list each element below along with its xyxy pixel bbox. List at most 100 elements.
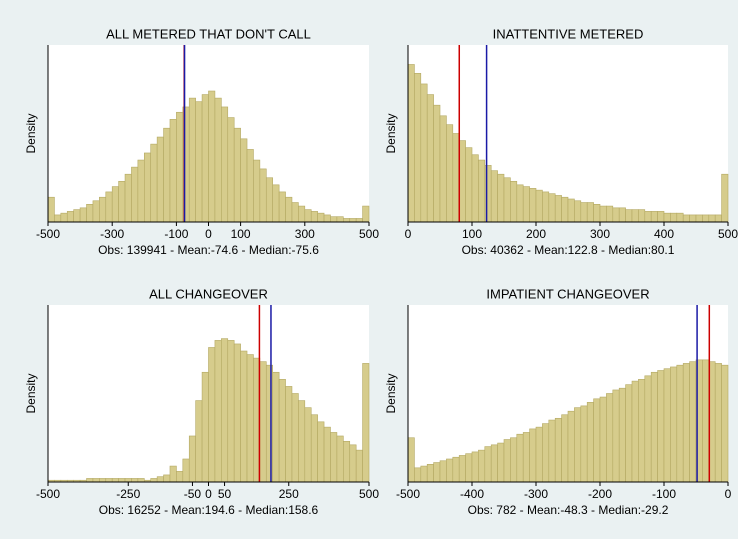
x-tick-label: 250 — [279, 487, 299, 501]
bar — [529, 188, 537, 223]
bar — [426, 463, 434, 483]
x-tick-label: 500 — [359, 487, 379, 501]
bar — [349, 444, 357, 483]
bar — [278, 191, 286, 223]
bar — [535, 189, 543, 223]
bar — [233, 343, 241, 483]
bar — [542, 191, 550, 223]
bar — [92, 200, 100, 223]
bar — [484, 446, 492, 483]
bar — [137, 159, 145, 223]
bar — [484, 165, 492, 223]
bar — [310, 211, 318, 223]
bar — [304, 209, 312, 223]
bar — [285, 386, 293, 483]
bar — [336, 216, 344, 223]
bar — [510, 437, 518, 483]
bar — [304, 407, 312, 483]
bar — [298, 205, 306, 223]
bar — [317, 212, 325, 223]
bar — [259, 361, 267, 483]
bar — [105, 478, 113, 483]
bar — [323, 426, 331, 483]
bar — [407, 437, 415, 483]
x-tick-label: -100 — [652, 487, 676, 501]
bar — [439, 115, 447, 223]
bar — [516, 433, 524, 483]
bar — [548, 193, 556, 223]
bar — [689, 361, 697, 483]
bar — [240, 138, 248, 223]
bar — [163, 474, 171, 483]
bar — [355, 449, 363, 483]
bar — [612, 207, 620, 223]
panel-title: ALL METERED THAT DON'T CALL — [106, 26, 311, 41]
bar — [510, 180, 518, 223]
bar — [272, 371, 280, 483]
bar — [227, 340, 235, 483]
bar — [362, 205, 370, 223]
bar — [625, 384, 633, 483]
bar — [458, 455, 466, 483]
bar — [497, 173, 505, 223]
bar — [426, 94, 434, 223]
x-tick-label: -50 — [184, 487, 202, 501]
panel-note: Obs: 40362 - Mean:122.8 - Median:80.1 — [462, 243, 675, 257]
bar — [606, 393, 614, 483]
bar — [522, 432, 530, 483]
bar — [420, 83, 428, 223]
panel-note: Obs: 782 - Mean:-48.3 - Median:-29.2 — [468, 503, 669, 517]
x-tick-label: 0 — [405, 227, 412, 241]
x-tick-label: 300 — [295, 227, 315, 241]
bar — [458, 140, 466, 223]
bar — [650, 211, 658, 223]
bar — [465, 147, 473, 223]
bar — [208, 347, 216, 483]
bar — [99, 196, 107, 223]
bar — [638, 209, 646, 223]
bar — [471, 451, 479, 483]
bar — [638, 379, 646, 483]
bar — [310, 414, 318, 483]
bar — [612, 389, 620, 483]
panel-title: INATTENTIVE METERED — [493, 26, 644, 41]
bar — [606, 205, 614, 223]
bar — [156, 136, 164, 223]
bar — [503, 177, 511, 223]
x-tick-label: -200 — [588, 487, 612, 501]
bar — [618, 207, 626, 223]
bar — [169, 119, 177, 223]
bar — [137, 478, 145, 483]
bar — [490, 170, 498, 223]
bar — [265, 177, 273, 223]
bar — [156, 476, 164, 483]
panel-title: IMPATIENT CHANGEOVER — [486, 286, 649, 301]
bar — [144, 152, 152, 223]
y-axis-label: Density — [384, 113, 398, 153]
bar — [118, 180, 126, 223]
bar — [124, 478, 132, 483]
bar — [446, 458, 454, 483]
bar — [188, 435, 196, 483]
bar — [131, 478, 139, 483]
bar — [682, 214, 690, 223]
bar — [478, 159, 486, 223]
bar — [79, 207, 87, 223]
bar — [111, 186, 119, 223]
bar — [118, 478, 126, 483]
bar — [420, 465, 428, 483]
bar — [330, 216, 338, 223]
x-tick-label: -500 — [396, 487, 420, 501]
bar — [221, 106, 229, 223]
bar — [298, 400, 306, 483]
bar — [233, 127, 241, 223]
panel-note: Obs: 139941 - Mean:-74.6 - Median:-75.6 — [98, 243, 319, 257]
bar — [542, 423, 550, 483]
bar — [343, 440, 351, 483]
bar — [47, 196, 55, 223]
bar — [291, 202, 299, 223]
bar — [214, 97, 222, 223]
y-axis-label: Density — [24, 373, 38, 413]
x-tick-label: -250 — [116, 487, 140, 501]
bar — [689, 214, 697, 223]
